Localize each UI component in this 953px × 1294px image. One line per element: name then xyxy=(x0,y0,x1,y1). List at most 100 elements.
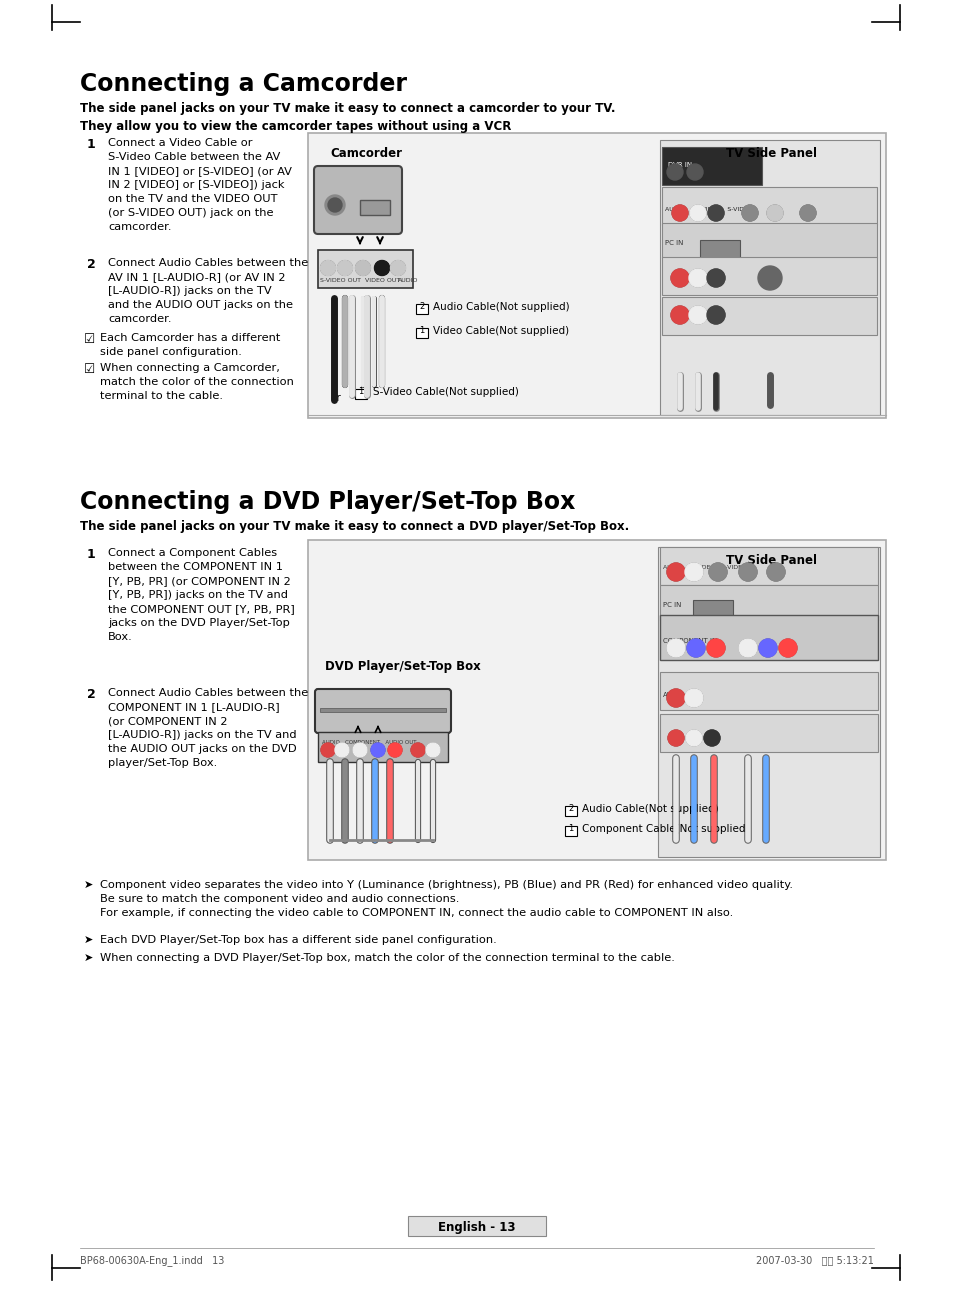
Text: 2: 2 xyxy=(87,688,95,701)
Bar xyxy=(659,714,877,752)
Text: 1: 1 xyxy=(87,138,95,151)
Circle shape xyxy=(371,743,385,757)
Text: Connecting a Camcorder: Connecting a Camcorder xyxy=(80,72,407,96)
Text: Connect a Component Cables
between the COMPONENT IN 1
[Y, PB, PR] (or COMPONENT : Connect a Component Cables between the C… xyxy=(108,547,294,642)
Text: Each Camcorder has a different
side panel configuration.: Each Camcorder has a different side pane… xyxy=(100,333,280,357)
Circle shape xyxy=(739,563,757,581)
Bar xyxy=(659,547,877,585)
Bar xyxy=(355,389,367,399)
Circle shape xyxy=(706,269,724,287)
Circle shape xyxy=(741,204,758,221)
Circle shape xyxy=(353,743,367,757)
Text: PC IN: PC IN xyxy=(662,602,680,608)
Circle shape xyxy=(666,688,684,707)
Circle shape xyxy=(800,204,815,221)
Circle shape xyxy=(685,730,701,747)
Circle shape xyxy=(766,204,782,221)
Text: or: or xyxy=(330,393,340,402)
Bar xyxy=(416,304,428,314)
Text: 2: 2 xyxy=(568,804,573,813)
Circle shape xyxy=(670,305,688,324)
Circle shape xyxy=(766,563,784,581)
Text: Audio Cable(Not supplied): Audio Cable(Not supplied) xyxy=(581,804,718,814)
Circle shape xyxy=(689,204,705,221)
Bar xyxy=(700,239,740,258)
Text: Audio Cable(Not supplied): Audio Cable(Not supplied) xyxy=(433,302,569,312)
Bar xyxy=(659,585,877,620)
Text: 2007-03-30   오전 5:13:21: 2007-03-30 오전 5:13:21 xyxy=(756,1255,873,1266)
Circle shape xyxy=(320,743,335,757)
Circle shape xyxy=(666,164,682,180)
Text: AUDIO      VIDEO   S-VIDEO: AUDIO VIDEO S-VIDEO xyxy=(662,565,746,569)
Circle shape xyxy=(759,639,776,657)
Text: DVR IN: DVR IN xyxy=(667,162,691,168)
Text: BP68-00630A-Eng_1.indd   13: BP68-00630A-Eng_1.indd 13 xyxy=(80,1255,224,1266)
Bar xyxy=(661,258,876,295)
Text: ☑: ☑ xyxy=(84,333,95,345)
Bar xyxy=(317,250,413,289)
Bar xyxy=(416,327,428,338)
Circle shape xyxy=(666,639,684,657)
Circle shape xyxy=(426,743,439,757)
Circle shape xyxy=(779,639,796,657)
Bar xyxy=(359,201,390,215)
Circle shape xyxy=(706,639,724,657)
Text: 1: 1 xyxy=(419,326,424,335)
Circle shape xyxy=(320,260,335,276)
Circle shape xyxy=(684,688,702,707)
Text: DVD Player/Set-Top Box: DVD Player/Set-Top Box xyxy=(325,660,480,673)
Circle shape xyxy=(758,267,781,290)
Circle shape xyxy=(708,563,726,581)
Bar xyxy=(317,732,448,762)
Circle shape xyxy=(688,305,706,324)
Text: 1: 1 xyxy=(358,387,363,396)
Text: Connecting a DVD Player/Set-Top Box: Connecting a DVD Player/Set-Top Box xyxy=(80,490,575,514)
Circle shape xyxy=(666,563,684,581)
Text: ➤: ➤ xyxy=(84,952,93,963)
Bar xyxy=(661,298,876,335)
FancyBboxPatch shape xyxy=(314,688,451,732)
Text: 2: 2 xyxy=(87,258,95,270)
Bar xyxy=(319,708,446,712)
Circle shape xyxy=(355,260,370,276)
Text: 1: 1 xyxy=(87,547,95,562)
Circle shape xyxy=(671,204,687,221)
Text: Camcorder: Camcorder xyxy=(330,148,401,160)
Text: The side panel jacks on your TV make it easy to connect a camcorder to your TV.
: The side panel jacks on your TV make it … xyxy=(80,102,615,133)
Text: Component Cable(Not supplied): Component Cable(Not supplied) xyxy=(581,824,749,835)
Text: ☑: ☑ xyxy=(84,364,95,377)
Bar xyxy=(659,615,877,660)
Circle shape xyxy=(337,260,352,276)
Text: Connect a Video Cable or
S-Video Cable between the AV
IN 1 [VIDEO] or [S-VIDEO] : Connect a Video Cable or S-Video Cable b… xyxy=(108,138,292,232)
Text: S-Video Cable(Not supplied): S-Video Cable(Not supplied) xyxy=(373,387,518,397)
Text: Video Cable(Not supplied): Video Cable(Not supplied) xyxy=(433,326,569,336)
Text: ➤: ➤ xyxy=(84,880,93,890)
Text: Component video separates the video into Y (Luminance (brightness), PB (Blue) an: Component video separates the video into… xyxy=(100,880,792,917)
Text: When connecting a Camcorder,
match the color of the connection
terminal to the c: When connecting a Camcorder, match the c… xyxy=(100,364,294,401)
Circle shape xyxy=(667,730,683,747)
Circle shape xyxy=(328,198,341,212)
Circle shape xyxy=(706,305,724,324)
Text: AUDIO: AUDIO xyxy=(397,278,418,283)
Bar xyxy=(564,806,577,817)
Circle shape xyxy=(739,639,757,657)
Circle shape xyxy=(703,730,720,747)
Text: COMPONENT IN: COMPONENT IN xyxy=(662,638,717,644)
Bar xyxy=(408,1216,545,1236)
Text: PC IN: PC IN xyxy=(664,239,682,246)
Circle shape xyxy=(411,743,424,757)
Bar xyxy=(308,540,885,861)
Circle shape xyxy=(684,563,702,581)
Circle shape xyxy=(688,269,706,287)
Text: AUDIO   COMPONENT   AUDIO OUT: AUDIO COMPONENT AUDIO OUT xyxy=(322,740,416,745)
Circle shape xyxy=(686,164,702,180)
Text: TV Side Panel: TV Side Panel xyxy=(725,554,816,567)
Circle shape xyxy=(670,269,688,287)
Text: S-VIDEO OUT  VIDEO OUT: S-VIDEO OUT VIDEO OUT xyxy=(319,278,400,283)
Text: 2: 2 xyxy=(419,302,424,311)
Bar xyxy=(659,140,879,415)
Text: AUDIO        VIDEO   S-VIDEO: AUDIO VIDEO S-VIDEO xyxy=(664,207,752,212)
Circle shape xyxy=(325,195,345,215)
Circle shape xyxy=(707,204,723,221)
Text: ➤: ➤ xyxy=(84,936,93,945)
